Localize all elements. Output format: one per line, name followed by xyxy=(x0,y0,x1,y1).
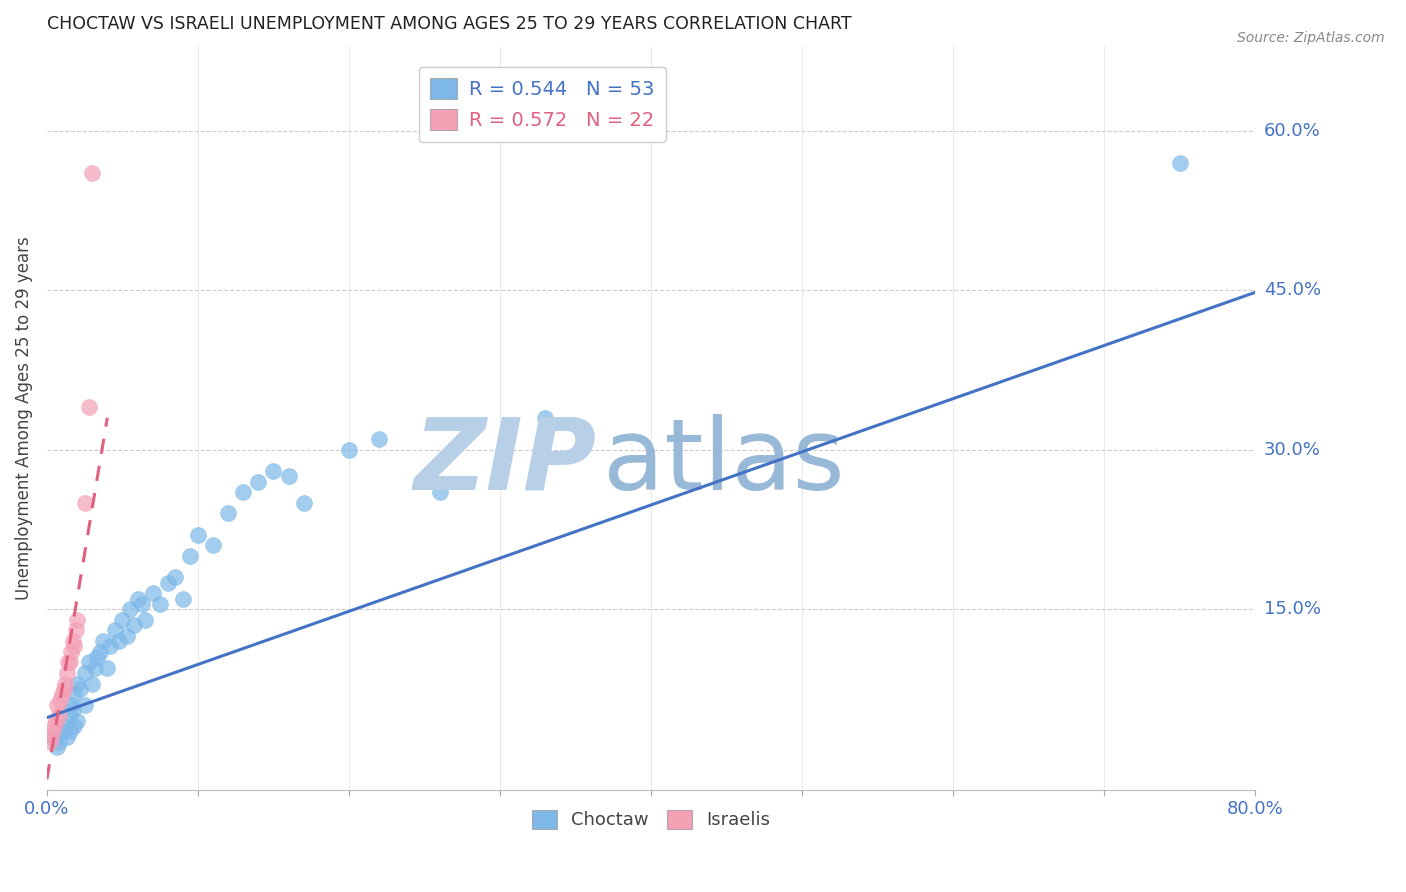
Point xyxy=(202,538,225,552)
Point xyxy=(82,166,104,180)
Point xyxy=(89,645,111,659)
Text: ZIP: ZIP xyxy=(413,414,596,511)
Point xyxy=(44,719,66,733)
Point xyxy=(111,613,134,627)
Point xyxy=(187,527,209,541)
Point xyxy=(62,634,84,648)
Point xyxy=(60,645,83,659)
Point xyxy=(262,464,284,478)
Point xyxy=(46,698,69,712)
Point xyxy=(179,549,201,563)
Point xyxy=(58,724,80,739)
Text: 30.0%: 30.0% xyxy=(1264,441,1320,458)
Point xyxy=(368,432,391,446)
Point xyxy=(232,485,254,500)
Point xyxy=(45,714,67,728)
Point xyxy=(292,496,315,510)
Y-axis label: Unemployment Among Ages 25 to 29 years: Unemployment Among Ages 25 to 29 years xyxy=(15,235,32,599)
Point xyxy=(66,613,89,627)
Point xyxy=(77,656,100,670)
Point xyxy=(115,629,138,643)
Point xyxy=(127,591,149,606)
Point xyxy=(1168,155,1191,169)
Point xyxy=(96,660,118,674)
Text: 60.0%: 60.0% xyxy=(1264,121,1320,140)
Text: CHOCTAW VS ISRAELI UNEMPLOYMENT AMONG AGES 25 TO 29 YEARS CORRELATION CHART: CHOCTAW VS ISRAELI UNEMPLOYMENT AMONG AG… xyxy=(46,15,852,33)
Point xyxy=(66,676,89,690)
Point xyxy=(337,442,360,457)
Point xyxy=(42,724,65,739)
Point xyxy=(69,681,91,696)
Point xyxy=(66,714,89,728)
Point xyxy=(55,730,77,744)
Point xyxy=(48,708,70,723)
Text: Source: ZipAtlas.com: Source: ZipAtlas.com xyxy=(1237,31,1385,45)
Point xyxy=(48,735,70,749)
Point xyxy=(53,676,76,690)
Point xyxy=(149,597,172,611)
Point xyxy=(73,665,96,680)
Point xyxy=(44,730,66,744)
Point xyxy=(86,650,108,665)
Point xyxy=(63,640,86,654)
Point xyxy=(63,687,86,701)
Text: 15.0%: 15.0% xyxy=(1264,600,1320,618)
Point xyxy=(41,730,63,744)
Point xyxy=(49,692,72,706)
Point xyxy=(55,665,77,680)
Point xyxy=(58,656,80,670)
Point xyxy=(73,698,96,712)
Point xyxy=(62,703,84,717)
Point xyxy=(82,676,104,690)
Point xyxy=(91,634,114,648)
Point xyxy=(65,624,87,638)
Point xyxy=(38,735,60,749)
Point xyxy=(172,591,194,606)
Point xyxy=(56,656,79,670)
Text: atlas: atlas xyxy=(603,414,845,511)
Point xyxy=(51,687,73,701)
Point xyxy=(77,400,100,414)
Text: 45.0%: 45.0% xyxy=(1264,281,1320,299)
Point xyxy=(53,719,76,733)
Point xyxy=(134,613,156,627)
Point xyxy=(84,660,107,674)
Point xyxy=(58,708,80,723)
Point xyxy=(46,740,69,755)
Point xyxy=(118,602,141,616)
Point xyxy=(63,719,86,733)
Point xyxy=(131,597,153,611)
Point xyxy=(124,618,146,632)
Point xyxy=(51,724,73,739)
Point xyxy=(142,586,165,600)
Point xyxy=(60,698,83,712)
Point xyxy=(108,634,131,648)
Point xyxy=(429,485,451,500)
Point xyxy=(156,575,179,590)
Point xyxy=(247,475,270,489)
Point xyxy=(52,681,75,696)
Point xyxy=(104,624,127,638)
Point xyxy=(98,640,121,654)
Point xyxy=(73,496,96,510)
Point xyxy=(534,410,557,425)
Point xyxy=(165,570,187,584)
Point xyxy=(277,469,299,483)
Point xyxy=(217,507,239,521)
Legend: Choctaw, Israelis: Choctaw, Israelis xyxy=(524,803,778,837)
